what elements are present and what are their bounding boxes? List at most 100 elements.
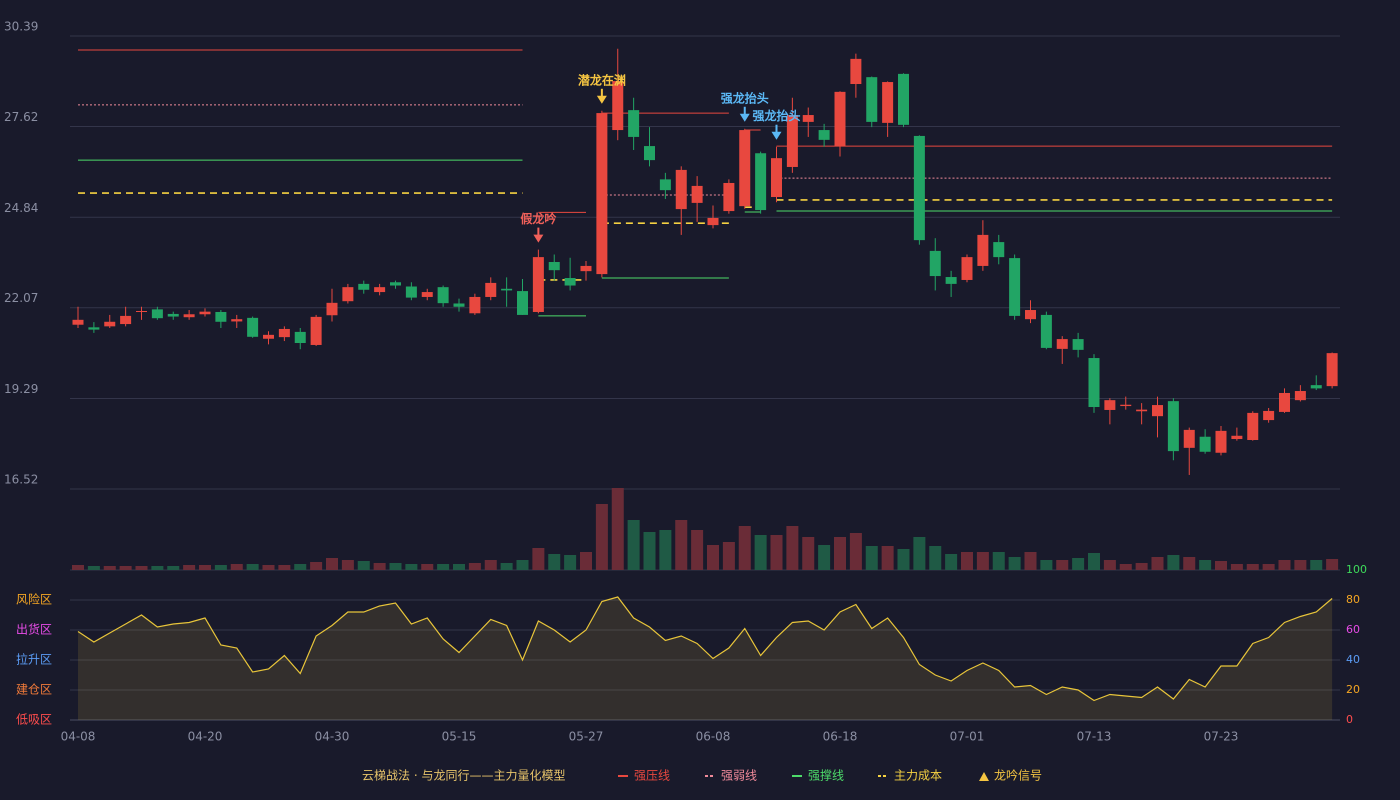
candle-body: [517, 291, 528, 315]
candle-body: [120, 315, 132, 325]
signal-arrow: [739, 113, 750, 122]
candle-body: [1104, 400, 1116, 410]
volume-bar: [1183, 557, 1196, 570]
volume-bar: [659, 530, 672, 570]
candle-body: [421, 292, 433, 297]
volume-bar: [802, 537, 815, 570]
y-tick-label: 22.07: [4, 291, 38, 305]
volume-bar: [627, 520, 640, 570]
volume-bar: [1151, 557, 1164, 570]
volume-bar: [532, 548, 545, 570]
legend-swatch: [979, 772, 989, 781]
candle-body: [1072, 339, 1084, 350]
volume-bar: [278, 565, 291, 570]
candle-body: [342, 287, 354, 302]
y2-tick-label: 60: [1346, 623, 1360, 636]
volume-bar: [151, 566, 164, 570]
y2-tick-label: 80: [1346, 593, 1360, 606]
candle-body: [1167, 401, 1179, 452]
volume-bar: [1056, 560, 1069, 570]
x-tick-label: 05-15: [442, 730, 477, 744]
candle-body: [183, 314, 195, 318]
candle-body: [501, 288, 513, 291]
volume-bar: [262, 565, 275, 570]
volume-bar: [849, 533, 862, 570]
signal-arrow: [533, 234, 544, 243]
candle-body: [151, 309, 163, 319]
legend-label: 强撑线: [808, 768, 844, 783]
candle-body: [1056, 339, 1068, 349]
volume-bar: [1246, 564, 1259, 570]
candle-body: [1310, 385, 1322, 389]
volume-bar: [722, 542, 735, 570]
volume-bar: [754, 535, 767, 570]
volume-bar: [770, 535, 783, 570]
candle-body: [818, 130, 830, 140]
candle-body: [88, 327, 100, 330]
signal-arrow: [771, 131, 782, 140]
candle-body: [739, 130, 751, 207]
volume-bar: [87, 566, 100, 570]
x-tick-label: 04-20: [188, 730, 223, 744]
volume-bar: [929, 546, 942, 570]
candle-body: [326, 302, 338, 316]
volume-bar: [199, 565, 211, 570]
volume-bar: [103, 566, 116, 570]
signal-label: 强龙抬头: [752, 108, 800, 123]
volume-bar: [1008, 557, 1021, 570]
candle-body: [1136, 409, 1148, 412]
volume-bar: [214, 565, 227, 570]
volume-bar: [230, 564, 243, 570]
volume-bar: [818, 545, 831, 570]
y-tick-label: 30.39: [4, 20, 38, 34]
candle-body: [659, 179, 671, 191]
x-tick-label: 07-23: [1204, 730, 1239, 744]
candle-body: [1183, 429, 1195, 448]
volume-bar: [484, 560, 497, 570]
candle-body: [358, 283, 370, 290]
volume-bar: [1215, 561, 1227, 570]
volume-bar: [1103, 560, 1116, 570]
volume-bar: [1230, 564, 1243, 570]
candle-body: [215, 311, 227, 322]
volume-bar: [834, 537, 846, 570]
candle-body: [1215, 430, 1227, 453]
volume-bar: [183, 565, 196, 570]
volume-bar: [310, 562, 323, 570]
candle-body: [898, 73, 909, 125]
candle-body: [532, 257, 544, 312]
zone-label: 风险区: [16, 592, 52, 607]
volume-bar: [548, 554, 561, 570]
candle-body: [453, 303, 465, 307]
x-tick-label: 06-18: [823, 730, 858, 744]
volume-bar: [992, 552, 1005, 570]
zone-label: 拉升区: [16, 652, 52, 667]
volume-bar: [1262, 564, 1275, 570]
candle-body: [72, 319, 84, 325]
signal-arrow: [596, 95, 607, 104]
candle-body: [1088, 358, 1100, 408]
y-tick-label: 27.62: [4, 110, 38, 124]
legend-label: 强弱线: [721, 769, 757, 783]
candle-body: [104, 321, 116, 327]
volume-bar: [1199, 560, 1212, 570]
volume-bar: [1310, 560, 1323, 570]
candle-body: [866, 77, 878, 122]
candle-body: [1009, 258, 1021, 316]
volume-bar: [119, 566, 132, 570]
legend-label: 主力成本: [894, 769, 942, 783]
volume-bar: [357, 561, 370, 570]
candle-body: [247, 317, 259, 337]
signal-label: 强龙抬头: [721, 90, 769, 105]
volume-bar: [72, 565, 84, 570]
x-tick-label: 07-01: [950, 730, 985, 744]
candle-body: [834, 91, 846, 147]
volume-bar: [421, 564, 434, 570]
candle-body: [1279, 392, 1290, 412]
candle-body: [644, 146, 655, 161]
volume-bar: [580, 552, 592, 570]
volume-bar: [437, 564, 450, 570]
volume-bar: [611, 488, 624, 570]
candle-body: [929, 250, 941, 277]
